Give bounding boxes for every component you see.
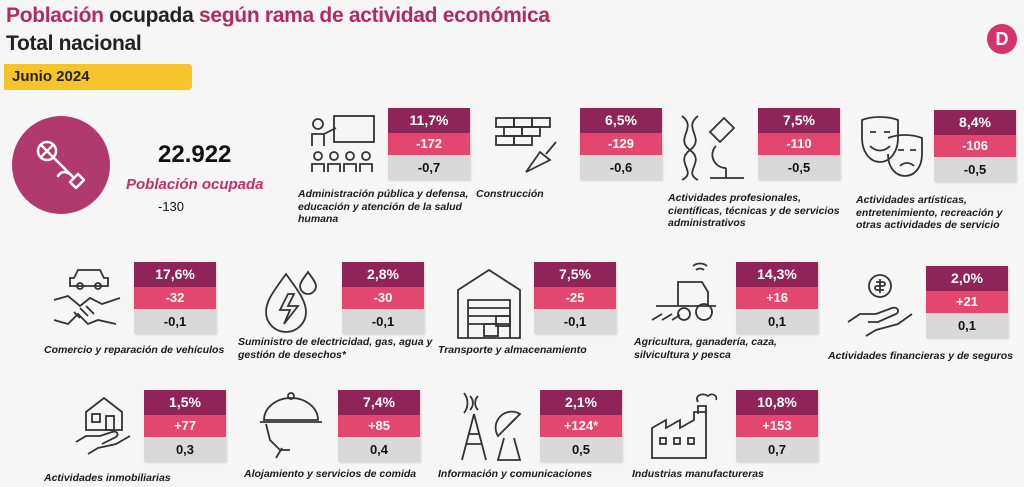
- sector-tile-2: 6,5% -129 -0,6: [580, 108, 662, 180]
- pct-value: -0,6: [580, 155, 662, 180]
- handshake-car-icon: [53, 269, 121, 326]
- brand-logo: D: [987, 24, 1017, 54]
- share-value: 7,4%: [338, 390, 420, 415]
- sector-tile-9: 2,0% +21 0,1: [926, 266, 1008, 338]
- sector-tile-4: 8,4% -106 -0,5: [934, 110, 1016, 182]
- share-value: 1,5%: [144, 390, 226, 415]
- hand-house-icon: [75, 396, 131, 455]
- sector-label-10: Actividades inmobiliarias: [44, 472, 171, 484]
- sector-tile-7: 7,5% -25 -0,1: [534, 262, 616, 334]
- sector-label-4: Actividades artísticas, entretenimiento,…: [856, 194, 1003, 231]
- sector-tile-13: 10,8% +153 0,7: [736, 390, 818, 462]
- pct-value: -0,1: [534, 309, 616, 334]
- title-part-1: Población: [6, 4, 104, 27]
- share-value: 2,8%: [342, 262, 424, 287]
- share-value: 7,5%: [758, 108, 840, 133]
- dna-microscope-icon: [681, 115, 744, 181]
- change-value: +21: [926, 291, 1008, 313]
- pct-value: -0,1: [134, 309, 216, 334]
- share-value: 14,3%: [736, 262, 818, 287]
- total-change: -130: [158, 199, 185, 214]
- share-value: 10,8%: [736, 390, 818, 415]
- sector-label-11: Alojamiento y servicios de comida: [244, 468, 417, 480]
- sector-label-7: Transporte y almacenamiento: [438, 344, 587, 356]
- change-value: -32: [134, 287, 216, 309]
- sector-tile-3: 7,5% -110 -0,5: [758, 108, 840, 180]
- share-value: 17,6%: [134, 262, 216, 287]
- title-part-3: según rama de actividad económica: [199, 4, 550, 27]
- total-label: Población ocupada: [126, 176, 264, 193]
- share-value: 7,5%: [534, 262, 616, 287]
- share-value: 2,1%: [540, 390, 622, 415]
- sector-tile-5: 17,6% -32 -0,1: [134, 262, 216, 334]
- share-value: 2,0%: [926, 266, 1008, 291]
- change-value: +124*: [540, 415, 622, 437]
- total-value: 22.922: [158, 141, 232, 168]
- wrench-hand-icon: [36, 140, 86, 190]
- change-value: -106: [934, 135, 1016, 157]
- page-subtitle: Total nacional: [6, 32, 142, 55]
- pct-value: -0,5: [934, 157, 1016, 182]
- factory-icon: [651, 393, 718, 459]
- hand-coin-icon: [847, 274, 913, 337]
- sector-label-8: Agricultura, ganadería, caza, silvicultu…: [634, 336, 777, 361]
- sector-tile-12: 2,1% +124* 0,5: [540, 390, 622, 462]
- change-value: -129: [580, 133, 662, 155]
- theater-masks-icon: [861, 116, 923, 177]
- change-value: -25: [534, 287, 616, 309]
- share-value: 11,7%: [388, 108, 470, 133]
- sector-label-9: Actividades financieras y de seguros: [828, 350, 1013, 362]
- antenna-satellite-icon: [461, 392, 522, 461]
- sector-label-3: Actividades profesionales, científicas, …: [668, 192, 840, 229]
- drop-bolt-icon: [265, 270, 317, 333]
- share-value: 6,5%: [580, 108, 662, 133]
- bricks-trowel-icon: [495, 117, 557, 173]
- sector-label-1: Administración pública y defensa, educac…: [298, 188, 469, 225]
- sector-label-2: Construcción: [476, 188, 544, 200]
- warehouse-icon: [457, 268, 521, 339]
- pct-value: 0,1: [926, 313, 1008, 338]
- tractor-icon: [651, 262, 716, 321]
- sector-tile-10: 1,5% +77 0,3: [144, 390, 226, 462]
- sector-label-13: Industrias manufactureras: [632, 468, 764, 480]
- page-title: Población ocupada según rama de activida…: [6, 4, 550, 28]
- change-value: +85: [338, 415, 420, 437]
- pct-value: 0,5: [540, 437, 622, 462]
- sector-tile-11: 7,4% +85 0,4: [338, 390, 420, 462]
- change-value: +153: [736, 415, 818, 437]
- change-value: +16: [736, 287, 818, 309]
- sector-label-12: Información y comunicaciones: [438, 468, 593, 480]
- pct-value: -0,5: [758, 155, 840, 180]
- pct-value: 0,3: [144, 437, 226, 462]
- sector-tile-1: 11,7% -172 -0,7: [388, 108, 470, 180]
- pct-value: -0,7: [388, 155, 470, 180]
- cloche-icon: [260, 392, 322, 459]
- date-badge: Junio 2024: [4, 64, 192, 90]
- change-value: -172: [388, 133, 470, 155]
- change-value: -30: [342, 287, 424, 309]
- sector-label-5: Comercio y reparación de vehículos: [44, 344, 225, 356]
- sector-tile-8: 14,3% +16 0,1: [736, 262, 818, 334]
- pct-value: -0,1: [342, 309, 424, 334]
- share-value: 8,4%: [934, 110, 1016, 135]
- total-icon-circle: [12, 116, 110, 214]
- sector-label-6: Suministro de electricidad, gas, agua y …: [238, 336, 433, 361]
- sector-tile-6: 2,8% -30 -0,1: [342, 262, 424, 334]
- pct-value: 0,4: [338, 437, 420, 462]
- teacher-classroom-icon: [311, 115, 375, 172]
- change-value: +77: [144, 415, 226, 437]
- pct-value: 0,7: [736, 437, 818, 462]
- pct-value: 0,1: [736, 309, 818, 334]
- change-value: -110: [758, 133, 840, 155]
- title-part-2: ocupada: [109, 4, 194, 27]
